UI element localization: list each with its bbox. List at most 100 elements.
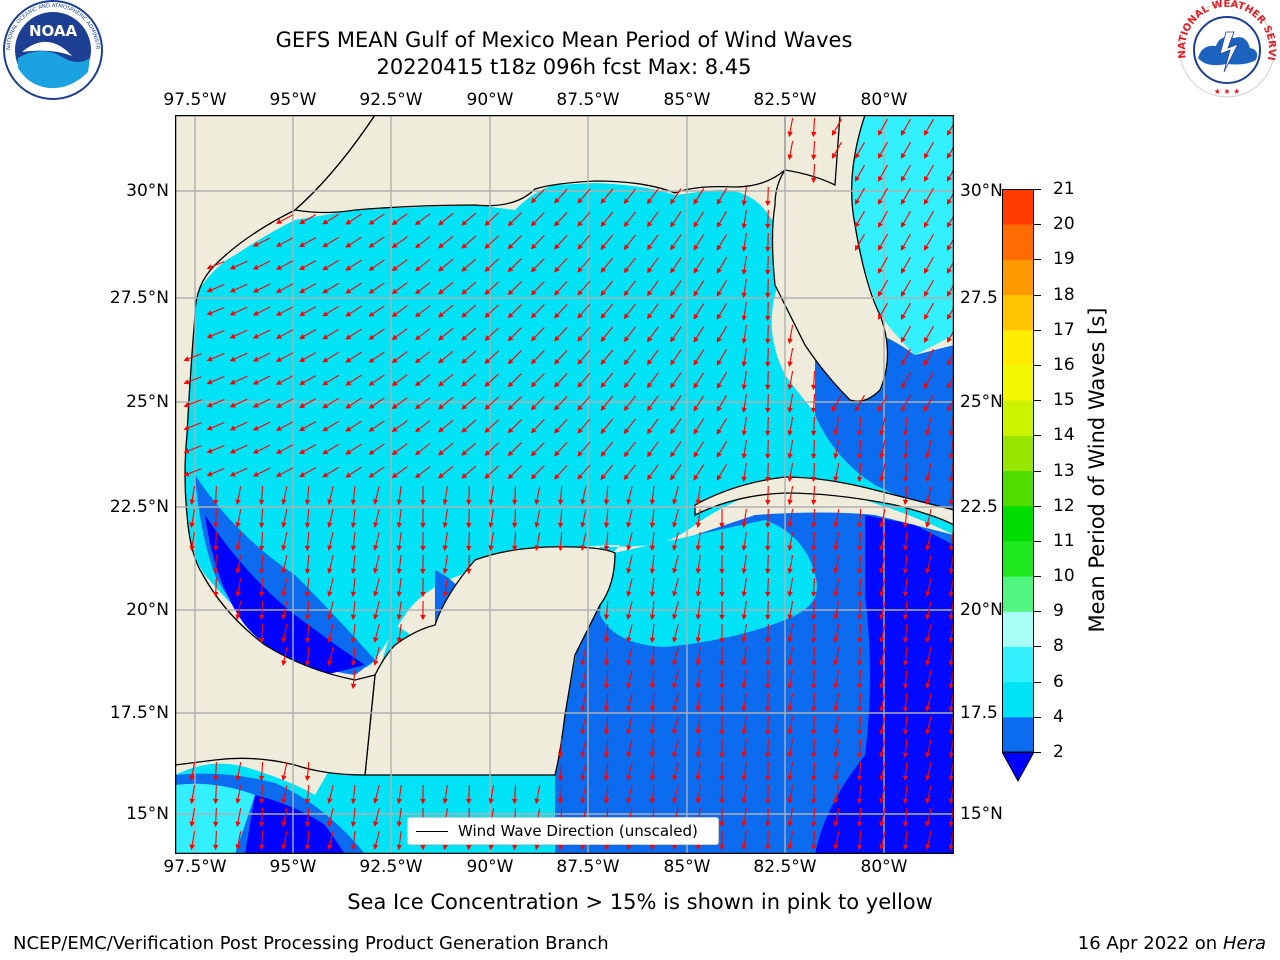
wind-arrow-head [600,244,607,250]
florida-land [771,115,889,402]
wind-arrow-head [603,844,610,851]
wind-arrow-head [507,220,514,227]
wind-arrow-head [577,381,583,388]
wind-arrow-head [626,522,632,528]
wind-arrow-head [461,220,468,226]
wind-arrow-head [879,637,885,643]
wind-arrow-head [923,336,929,343]
wind-arrow-head [206,264,213,270]
wind-arrow-head [304,499,311,506]
wind-arrow-head [275,218,282,224]
wind-arrow-head [600,221,607,227]
wind-arrow-head [258,844,265,851]
wind-arrow-head [741,246,747,253]
wind-arrow-head [741,522,747,529]
wind-arrow-head [900,336,906,343]
wind-arrow-head [420,614,426,621]
colorbar-tick-label: 9 [1053,601,1064,622]
wind-arrow-head [252,471,259,477]
wind-arrow-head [877,129,883,136]
wind-arrow-head [741,775,747,782]
wind-arrow-head [787,338,793,345]
wind-arrow-head [350,591,357,598]
wind-arrow-head [833,706,839,712]
wind-arrow-head [507,404,514,411]
lon-label: 95°W [269,90,317,110]
wind-arrow-head [507,427,514,434]
wind-arrow-head [741,614,747,621]
wind-arrow-head [948,798,954,805]
wind-arrow-head [902,683,909,690]
wind-arrow-head [716,474,722,481]
wind-arrow-head [350,821,357,828]
wind-arrow-head [258,591,265,598]
wind-arrow-head [626,798,632,804]
wind-arrow-head [557,844,564,851]
wind-arrow-head [831,129,837,136]
wind-arrow-head [554,197,560,204]
wind-arrow-head [716,336,722,343]
wind-arrow-head [765,292,771,299]
wind-arrow-head [507,358,514,365]
wind-arrow-head [577,266,583,273]
wind-arrow-head [327,499,333,505]
wind-arrow-head [322,288,329,294]
wind-arrow-head [461,289,468,295]
svg-text:★ ★ ★: ★ ★ ★ [1214,87,1241,96]
wind-arrow-head [229,356,236,362]
wind-arrow-head [879,683,885,689]
wind-arrow-head [948,844,954,851]
lon-label: 97.5°W [163,90,227,110]
wind-arrow-head [327,844,333,850]
wind-arrow-head [672,637,678,643]
wind-arrow-head [189,798,195,805]
wind-arrow-head [765,522,771,529]
wind-arrow-head [670,198,676,205]
wind-arrow-head [856,568,863,575]
wind-arrow-head [345,426,352,432]
wind-arrow-head [299,403,306,408]
wind-arrow-head [879,660,885,666]
wind-arrow-head [646,244,653,251]
wind-arrow-head [603,545,610,552]
wind-arrow-head [787,545,793,552]
wind-arrow-head [488,844,494,851]
wind-arrow-head [856,729,863,736]
wind-arrow-head [741,545,747,552]
wind-arrow-head [856,430,863,437]
wind-arrow-head [716,221,722,228]
wind-arrow-head [902,752,909,759]
wind-arrow-head [391,242,398,249]
wind-arrow-head [391,449,398,456]
wind-arrow-head [765,407,771,414]
wind-arrow-head [811,637,817,644]
wind-arrow-head [623,198,630,205]
wind-arrow-head [396,614,403,621]
wind-arrow-head [327,545,333,551]
wind-arrow-head [626,591,632,597]
wind-arrow-head [603,683,610,690]
wind-arrow-head [948,499,954,506]
wind-arrow-head [373,591,379,597]
colorbar-segment [1002,681,1034,718]
colorbar-tick-mark [1034,681,1041,683]
wind-arrow-head [484,473,491,479]
wind-arrow-head [414,334,421,341]
wind-arrow-head [948,660,954,667]
wind-arrow-head [580,660,586,666]
wind-arrow-head [741,384,747,391]
wind-arrow-head [879,844,885,850]
wind-arrow-head [322,449,329,455]
wind-arrow-head [787,131,793,138]
wind-arrow-head [327,568,333,574]
colorbar-tick-label: 17 [1053,319,1075,340]
wind-arrow-head [719,591,725,598]
wind-arrow-head [507,243,514,250]
wind-arrow-head [350,545,357,552]
wind-arrow-head [695,752,702,759]
colorbar-segment [1002,224,1034,260]
wind-arrow-head [925,660,931,666]
wind-arrow-head [461,427,468,433]
map-panel: Wind Wave Direction (unscaled) [175,115,954,854]
wind-arrow-head [741,683,747,690]
